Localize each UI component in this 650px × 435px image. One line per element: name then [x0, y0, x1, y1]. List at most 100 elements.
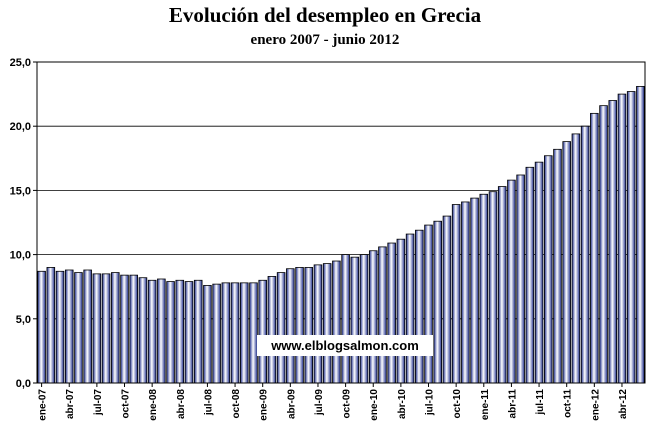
plot-area: 0,0 5,0 10,0 15,0 20,0 25,0 ene-07 abr-07 jul-07… — [10, 57, 646, 421]
bar — [138, 277, 148, 384]
bar — [37, 270, 46, 384]
bar — [636, 85, 645, 384]
y-tick-label: 0,0 — [16, 378, 31, 390]
watermark-box — [257, 335, 433, 356]
bar — [341, 254, 350, 384]
bar — [240, 282, 249, 384]
bar — [350, 256, 360, 384]
x-tick-label: abr-12 — [618, 389, 629, 419]
bar — [608, 100, 618, 384]
y-tick-label: 20,0 — [10, 121, 31, 133]
x-tick-label: oct-07 — [121, 389, 132, 419]
bar — [534, 161, 544, 384]
bar — [544, 155, 553, 384]
x-tick-label: jul-09 — [314, 389, 325, 417]
chart-title: Evolución del desempleo en Grecia — [169, 3, 482, 27]
bar — [626, 91, 636, 384]
bar — [322, 263, 332, 384]
x-tick-label: ene-12 — [590, 389, 601, 421]
x-tick-label: ene-07 — [38, 389, 49, 421]
x-tick-label: abr-11 — [507, 389, 518, 419]
y-tick-label: 10,0 — [10, 250, 31, 262]
bar — [368, 250, 378, 384]
bar — [175, 279, 185, 384]
bar — [415, 229, 424, 384]
y-tick-label: 15,0 — [10, 185, 31, 197]
bar — [304, 267, 314, 384]
bar — [313, 264, 323, 384]
bar — [442, 215, 452, 384]
x-tick-label: abr-09 — [286, 389, 297, 419]
bar — [580, 125, 590, 384]
bar — [111, 272, 120, 384]
bar — [396, 238, 406, 384]
bar — [230, 282, 240, 384]
bar — [157, 278, 166, 384]
x-tick-label: abr-08 — [176, 389, 187, 419]
bar — [83, 269, 92, 384]
bar — [571, 133, 581, 384]
x-tick-label: ene-09 — [259, 389, 270, 421]
bar — [599, 105, 608, 384]
bar — [46, 267, 56, 384]
bar — [64, 269, 74, 384]
x-tick-label: ene-08 — [148, 389, 159, 421]
bar — [424, 224, 433, 384]
bar — [516, 174, 525, 384]
bar — [193, 279, 203, 384]
bar — [433, 220, 442, 384]
bar — [405, 233, 415, 384]
plot-frame — [36, 61, 646, 384]
bar — [147, 279, 157, 384]
bar — [221, 282, 231, 384]
bar — [562, 141, 571, 384]
bar — [479, 193, 489, 384]
bar — [590, 112, 599, 384]
bar — [470, 197, 479, 384]
bar — [203, 285, 212, 384]
x-tick-label: abr-10 — [397, 389, 408, 419]
watermark: www.elblogsalmon.com — [270, 338, 419, 353]
bar — [488, 191, 498, 384]
x-tick-label: jul-08 — [203, 389, 214, 417]
chart-subtitle: enero 2007 - junio 2012 — [251, 32, 400, 48]
bar — [92, 273, 102, 384]
bar — [332, 260, 341, 384]
bar — [461, 201, 470, 384]
bar — [525, 166, 535, 384]
bar — [286, 268, 295, 384]
x-tick-label: jul-07 — [93, 389, 104, 417]
bar — [120, 274, 129, 384]
x-tick-label: oct-11 — [563, 389, 574, 418]
bar — [267, 276, 277, 384]
bar — [497, 186, 507, 384]
bar — [55, 270, 65, 384]
bar — [378, 246, 387, 384]
bar — [101, 273, 111, 384]
bar — [295, 267, 304, 384]
y-tick-label: 5,0 — [16, 314, 31, 326]
bar — [166, 281, 175, 384]
bar — [249, 282, 258, 384]
bar — [258, 279, 267, 384]
bar — [553, 148, 562, 384]
bar — [359, 254, 369, 384]
bar — [212, 283, 221, 384]
x-tick-label: ene-10 — [369, 389, 380, 421]
bar — [184, 281, 194, 384]
x-tick-label: abr-07 — [65, 389, 76, 419]
bar — [276, 272, 286, 384]
bar — [387, 242, 396, 384]
bar — [617, 93, 627, 384]
x-tick-label: ene-11 — [480, 389, 491, 421]
x-tick-label: jul-11 — [535, 389, 546, 416]
bar — [451, 204, 461, 384]
bar — [74, 272, 83, 384]
x-tick-label: oct-09 — [342, 389, 353, 419]
x-tick-label: oct-10 — [452, 389, 463, 419]
y-tick-label: 25,0 — [10, 57, 31, 69]
x-tick-label: oct-08 — [231, 389, 242, 419]
x-tick-label: jul-10 — [425, 389, 436, 417]
bar — [129, 274, 138, 384]
